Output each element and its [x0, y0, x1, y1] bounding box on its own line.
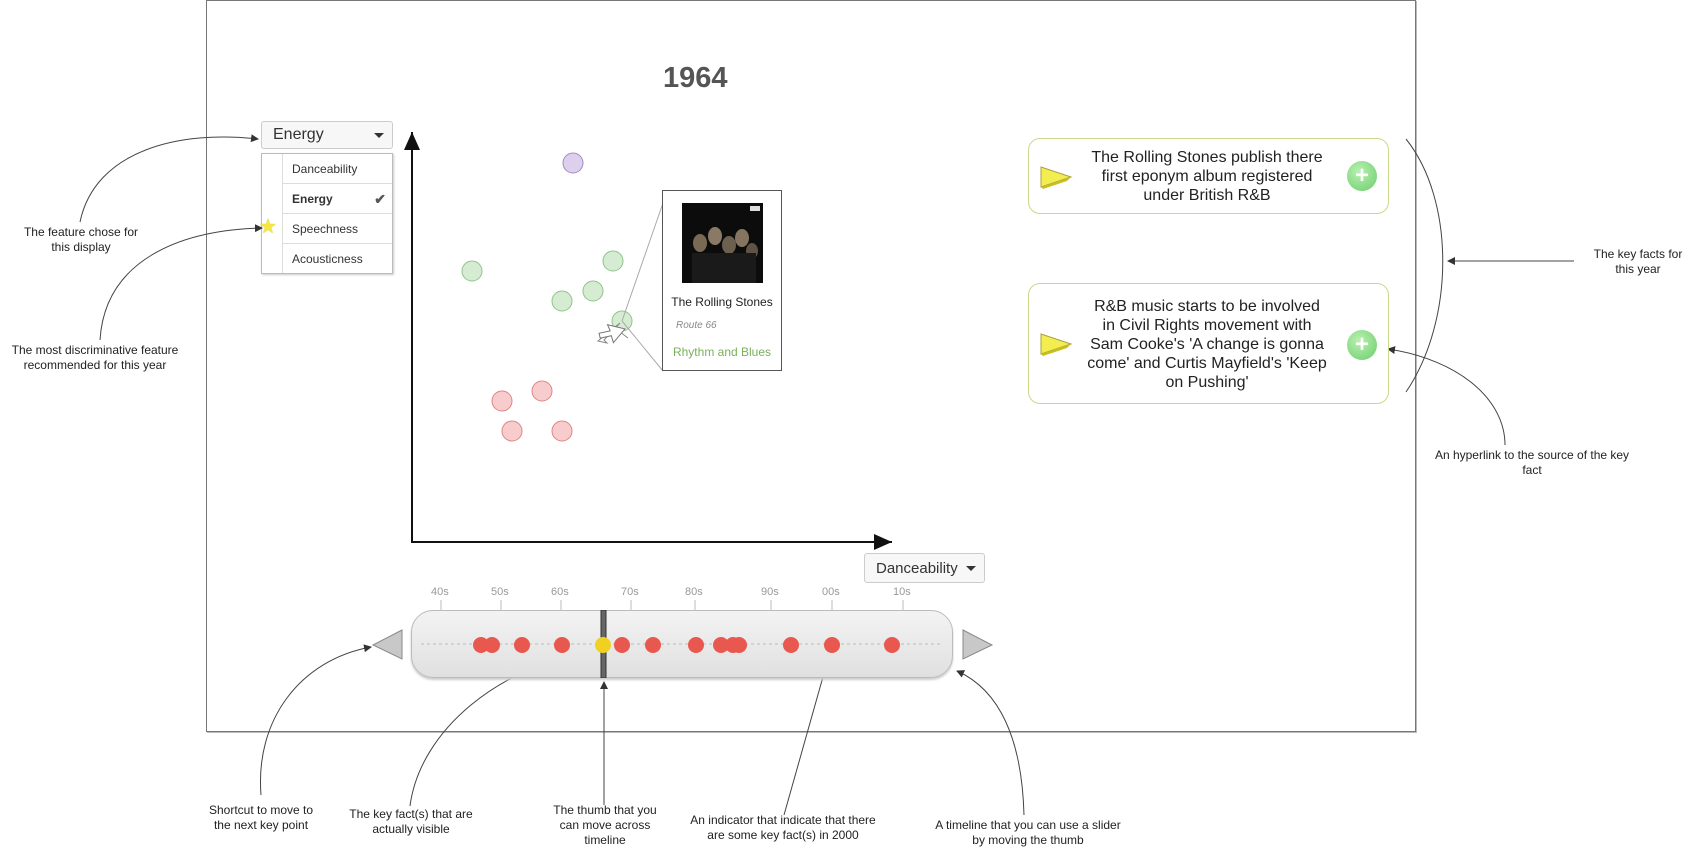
- x-feature-dropdown[interactable]: Danceability: [864, 553, 985, 583]
- annotation-indicator: An indicator that indicate that there ar…: [690, 813, 876, 842]
- pointer-icon: [598, 324, 626, 344]
- plus-link-icon[interactable]: +: [1347, 161, 1377, 191]
- next-keypoint-button[interactable]: [959, 625, 999, 665]
- annotation-hyperlink: An hyperlink to the source of the key fa…: [1434, 448, 1630, 477]
- key-fact-indicator[interactable]: [713, 637, 729, 653]
- y-feature-menu: Danceability Energy ✔ Speechness Acoustic…: [261, 153, 393, 274]
- annotation-arrow: [79, 134, 259, 223]
- y-feature-selected: Energy: [273, 126, 324, 143]
- annotation-arrow: [259, 644, 372, 796]
- x-feature-selected: Danceability: [876, 559, 958, 577]
- scatter-point[interactable]: [551, 420, 573, 442]
- decade-label: 90s: [761, 586, 779, 598]
- menu-item-acousticness[interactable]: Acousticness: [292, 252, 363, 266]
- menu-item-danceability[interactable]: Danceability: [282, 154, 392, 184]
- annotation-visible-facts: The key fact(s) that are actually visibl…: [349, 807, 473, 836]
- chevron-down-icon: [374, 133, 384, 138]
- annotation-most-discriminative: The most discriminative feature recommen…: [11, 343, 179, 372]
- decade-label: 40s: [431, 586, 449, 598]
- tooltip-genre: Rhythm and Blues: [672, 345, 772, 359]
- key-fact-indicator[interactable]: [645, 637, 661, 653]
- star-icon: ★: [259, 216, 277, 238]
- year-title: 1964: [663, 62, 728, 94]
- key-fact-card: R&B music starts to be involved in Civil…: [1028, 283, 1389, 404]
- decade-label: 00s: [822, 586, 840, 598]
- menu-item-speechness[interactable]: Speechness: [282, 214, 392, 244]
- tooltip-song: Route 66: [676, 320, 717, 331]
- annotation-arrow: [99, 224, 263, 341]
- key-fact-indicator[interactable]: [884, 637, 900, 653]
- scatter-point[interactable]: [602, 250, 624, 272]
- tooltip-leader: [621, 202, 664, 322]
- scatter-point[interactable]: [461, 260, 483, 282]
- decade-label: 10s: [893, 586, 911, 598]
- decade-label: 70s: [621, 586, 639, 598]
- annotation-bracket: [1405, 138, 1444, 393]
- prev-keypoint-button[interactable]: [369, 625, 409, 665]
- annotation-timeline-slider: A timeline that you can use a slider by …: [935, 818, 1121, 847]
- checkmark-icon: ✔: [374, 191, 386, 207]
- key-fact-indicator[interactable]: [688, 637, 704, 653]
- key-fact-indicator[interactable]: [614, 637, 630, 653]
- scatter-point[interactable]: [491, 390, 513, 412]
- scatter-point[interactable]: [562, 152, 584, 174]
- annotation-feature-chose: The feature chose for this display: [23, 225, 139, 254]
- menu-item-energy[interactable]: Energy ✔: [282, 184, 392, 214]
- tooltip-artist: The Rolling Stones: [671, 295, 773, 309]
- decade-label: 80s: [685, 586, 703, 598]
- scatter-point[interactable]: [531, 380, 553, 402]
- album-cover: [682, 203, 763, 283]
- timeline-track[interactable]: [411, 610, 953, 678]
- tooltip-leader: [621, 320, 664, 372]
- annotation-shortcut: Shortcut to move to the next key point: [208, 803, 314, 832]
- scatter-point[interactable]: [582, 280, 604, 302]
- annotation-arrow: [783, 651, 832, 816]
- current-key-fact-indicator[interactable]: [595, 637, 611, 653]
- key-fact-text: R&B music starts to be involved in Civil…: [1087, 298, 1327, 391]
- annotation-thumb: The thumb that you can move across timel…: [553, 803, 657, 847]
- key-fact-indicator[interactable]: [473, 637, 489, 653]
- song-tooltip: The Rolling Stones Route 66 Rhythm and B…: [662, 190, 782, 371]
- annotation-key-facts-year: The key facts for this year: [1593, 247, 1683, 276]
- key-fact-indicator[interactable]: [731, 637, 747, 653]
- key-fact-indicator[interactable]: [554, 637, 570, 653]
- scatter-point[interactable]: [551, 290, 573, 312]
- visualization-frame: [206, 0, 1416, 732]
- y-feature-dropdown[interactable]: Energy: [261, 121, 393, 149]
- scatter-point[interactable]: [501, 420, 523, 442]
- play-flag-icon: [1040, 333, 1073, 356]
- plus-link-icon[interactable]: +: [1347, 330, 1377, 360]
- key-fact-indicator[interactable]: [824, 637, 840, 653]
- chevron-down-icon: [966, 566, 976, 571]
- key-fact-indicator[interactable]: [514, 637, 530, 653]
- key-fact-text: The Rolling Stones publish there first e…: [1091, 149, 1323, 204]
- annotation-arrow: [1387, 346, 1506, 446]
- key-fact-card: The Rolling Stones publish there first e…: [1028, 138, 1389, 214]
- decade-label: 60s: [551, 586, 569, 598]
- key-fact-indicator[interactable]: [783, 637, 799, 653]
- decade-label: 50s: [491, 586, 509, 598]
- play-flag-icon: [1040, 166, 1073, 189]
- key-fact-indicator[interactable]: [484, 637, 500, 653]
- annotation-arrow: [956, 670, 1025, 816]
